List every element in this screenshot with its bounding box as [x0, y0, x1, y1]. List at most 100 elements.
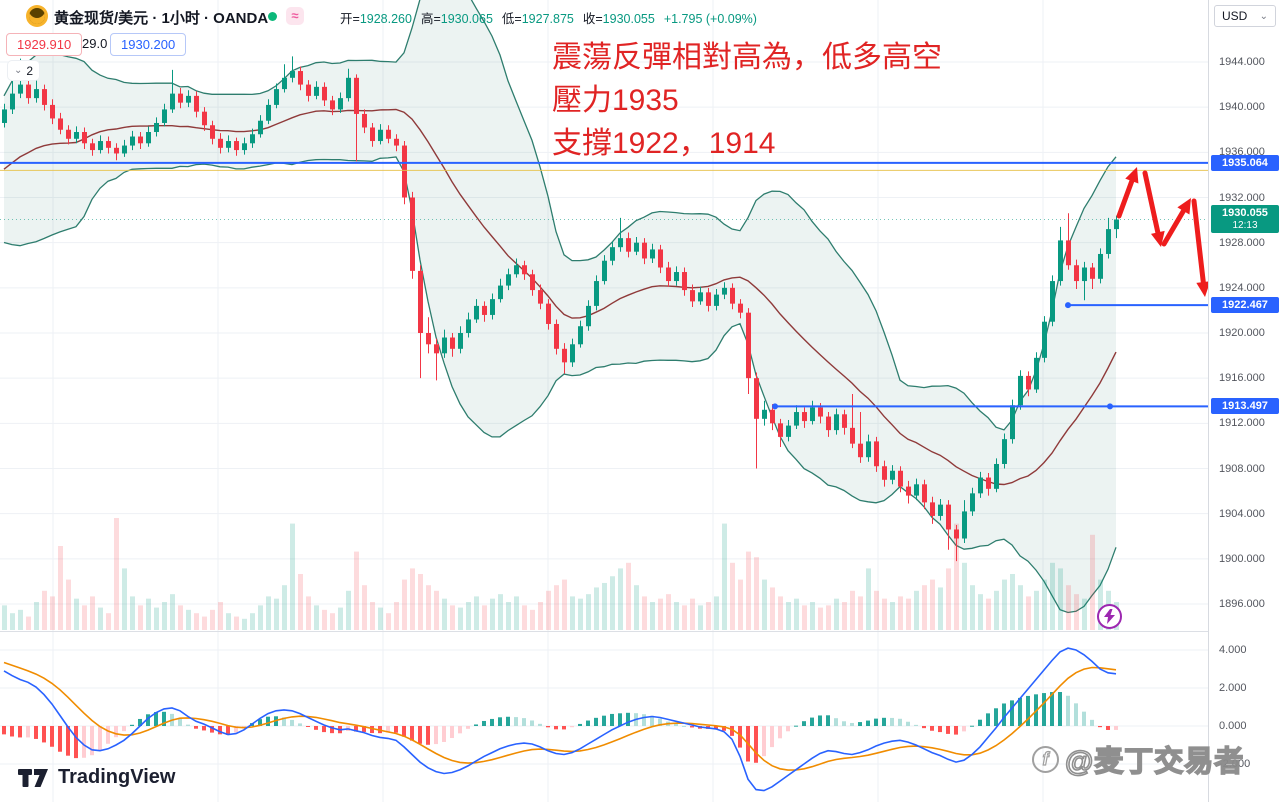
volume-bar[interactable] [634, 585, 639, 630]
candle[interactable] [858, 412, 863, 463]
volume-bar[interactable] [258, 605, 263, 630]
macd-hist-bar[interactable] [858, 722, 862, 726]
candle[interactable] [250, 128, 255, 148]
volume-bar[interactable] [890, 602, 895, 630]
volume-bar[interactable] [90, 596, 95, 630]
macd-hist-bar[interactable] [754, 726, 758, 763]
candle[interactable] [258, 115, 263, 138]
volume-bar[interactable] [26, 616, 31, 630]
volume-bar[interactable] [842, 602, 847, 630]
symbol-title[interactable]: 黄金现货/美元 · 1小时 · OANDA [54, 10, 269, 27]
volume-bar[interactable] [754, 557, 759, 630]
legend-collapse-button[interactable]: ⌄ 2 [8, 61, 40, 80]
macd-hist-bar[interactable] [938, 726, 942, 733]
candle[interactable] [562, 343, 567, 374]
volume-bar[interactable] [250, 613, 255, 630]
macd-hist-bar[interactable] [146, 714, 150, 726]
macd-hist-bar[interactable] [570, 726, 574, 728]
volume-bar[interactable] [1058, 568, 1063, 630]
macd-hist-bar[interactable] [826, 715, 830, 726]
macd-hist-bar[interactable] [866, 720, 870, 726]
candle[interactable] [874, 436, 879, 472]
volume-bar[interactable] [850, 590, 855, 630]
candle[interactable] [746, 308, 751, 394]
volume-bar[interactable] [554, 585, 559, 630]
volume-bar[interactable] [154, 607, 159, 630]
candle[interactable] [714, 288, 719, 311]
macd-hist-bar[interactable] [458, 726, 462, 734]
candle[interactable] [458, 326, 463, 354]
macd-hist-bar[interactable] [426, 726, 430, 745]
candle[interactable] [74, 126, 79, 144]
candle[interactable] [402, 141, 407, 205]
drawn-arrow-head[interactable] [1196, 281, 1208, 297]
macd-hist-bar[interactable] [442, 726, 446, 742]
volume-bar[interactable] [610, 576, 615, 630]
candle[interactable] [762, 400, 767, 426]
macd-hist-bar[interactable] [290, 719, 294, 726]
volume-bar[interactable] [202, 616, 207, 630]
candle[interactable] [642, 238, 647, 265]
volume-bar[interactable] [450, 605, 455, 630]
macd-hist-bar[interactable] [106, 726, 110, 744]
candle[interactable] [538, 284, 543, 310]
macd-hist-bar[interactable] [138, 718, 142, 726]
current-price-label[interactable]: 1930.055 12:13 [1211, 205, 1279, 234]
level-anchor-dot[interactable] [1065, 302, 1071, 309]
volume-bar[interactable] [298, 574, 303, 630]
macd-hist-bar[interactable] [954, 726, 958, 735]
candle[interactable] [994, 458, 999, 493]
macd-hist-bar[interactable] [466, 726, 470, 729]
candle[interactable] [218, 133, 223, 154]
candle[interactable] [298, 66, 303, 91]
candle[interactable] [794, 405, 799, 429]
candle[interactable] [970, 487, 975, 516]
volume-bar[interactable] [978, 594, 983, 630]
macd-hist-bar[interactable] [490, 718, 494, 726]
volume-bar[interactable] [194, 613, 199, 630]
volume-bar[interactable] [266, 596, 271, 630]
macd-hist-bar[interactable] [2, 726, 6, 735]
candle[interactable] [866, 434, 871, 462]
macd-hist-bar[interactable] [474, 724, 478, 726]
candle[interactable] [650, 243, 655, 263]
macd-hist-bar[interactable] [722, 726, 726, 731]
macd-hist-bar[interactable] [546, 726, 550, 728]
candle[interactable] [418, 265, 423, 379]
macd-hist-bar[interactable] [354, 726, 358, 732]
macd-hist-bar[interactable] [90, 726, 94, 756]
volume-bar[interactable] [930, 579, 935, 630]
volume-bar[interactable] [786, 602, 791, 630]
macd-hist-bar[interactable] [1082, 711, 1086, 726]
candle[interactable] [594, 275, 599, 311]
macd-hist-bar[interactable] [1106, 726, 1110, 730]
volume-bar[interactable] [378, 607, 383, 630]
candle[interactable] [226, 135, 231, 153]
candle[interactable] [938, 498, 943, 521]
volume-bar[interactable] [346, 590, 351, 630]
candle[interactable] [266, 99, 271, 125]
candle[interactable] [474, 299, 479, 323]
candle[interactable] [922, 479, 927, 510]
macd-hist-bar[interactable] [890, 717, 894, 726]
volume-bar[interactable] [818, 607, 823, 630]
candle[interactable] [1050, 275, 1055, 327]
volume-bar[interactable] [946, 568, 951, 630]
candle[interactable] [522, 260, 527, 280]
candle[interactable] [530, 269, 535, 296]
volume-bar[interactable] [666, 594, 671, 630]
candle[interactable] [778, 418, 783, 448]
macd-hist-bar[interactable] [322, 726, 326, 733]
candle[interactable] [546, 299, 551, 330]
volume-bar[interactable] [882, 598, 887, 630]
volume-bar[interactable] [490, 598, 495, 630]
candle[interactable] [986, 473, 991, 496]
volume-bar[interactable] [834, 598, 839, 630]
candle[interactable] [466, 312, 471, 338]
macd-hist-bar[interactable] [506, 716, 510, 726]
volume-bar[interactable] [386, 613, 391, 630]
chart-canvas[interactable] [0, 0, 1208, 802]
volume-bar[interactable] [698, 605, 703, 630]
candle[interactable] [506, 268, 511, 291]
macd-hist-bar[interactable] [610, 713, 614, 726]
